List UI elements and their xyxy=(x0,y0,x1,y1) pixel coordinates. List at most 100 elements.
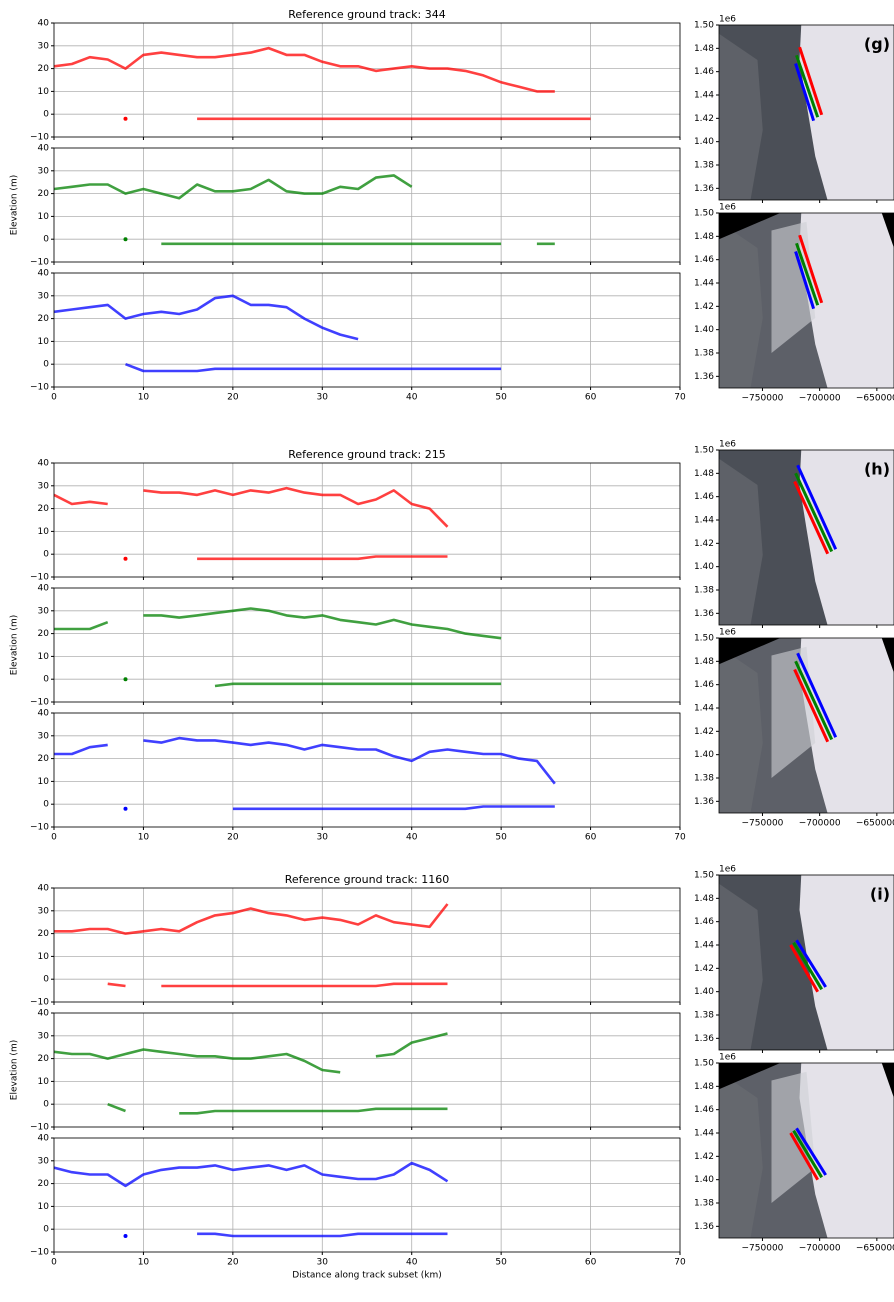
y-axis-label: Elevation (m) xyxy=(10,1040,20,1100)
x-tick-label: −750000 xyxy=(742,819,784,829)
y-tick-label: 0 xyxy=(43,675,49,685)
track-line xyxy=(795,939,827,988)
x-tick-label: 40 xyxy=(406,393,418,403)
y-tick-label: 0 xyxy=(43,360,49,370)
no-data xyxy=(881,638,894,673)
y-tick-label: 30 xyxy=(38,291,50,301)
y-axis-label: Elevation (m) xyxy=(10,175,20,235)
y-tick-label: 1.40 xyxy=(694,137,714,147)
y-tick-label: 1.40 xyxy=(694,987,714,997)
track-line xyxy=(795,242,820,306)
offset-text: 1e6 xyxy=(719,203,736,213)
axes-frame xyxy=(53,712,681,828)
y-tick-label: 30 xyxy=(38,481,50,491)
y-tick-label: 0 xyxy=(43,1225,49,1235)
data-line xyxy=(54,46,555,93)
y-tick-label: 10 xyxy=(38,652,50,662)
y-tick-label: 20 xyxy=(38,1179,50,1189)
data-line xyxy=(54,903,449,935)
y-tick-label: 0 xyxy=(43,800,49,810)
y-tick-label: 1.36 xyxy=(694,797,714,807)
data-line xyxy=(107,1102,126,1113)
track-line xyxy=(789,944,819,993)
x-tick-label: 20 xyxy=(227,1258,239,1268)
data-line xyxy=(54,743,108,756)
x-tick-label: 30 xyxy=(317,833,329,843)
x-tick-label: −700000 xyxy=(799,819,841,829)
panel-label: (i) xyxy=(870,885,890,904)
y-tick-label: 1.46 xyxy=(694,492,714,502)
panel-label: (h) xyxy=(864,460,890,479)
y-tick-label: 1.46 xyxy=(694,917,714,927)
y-tick-label: 20 xyxy=(38,929,50,939)
y-tick-label: 1.36 xyxy=(694,609,714,619)
track-line xyxy=(794,251,816,310)
data-line xyxy=(54,1161,449,1188)
no-data xyxy=(881,213,894,248)
x-tick-label: 30 xyxy=(317,1258,329,1268)
y-tick-label: −10 xyxy=(30,258,49,268)
y-tick-label: 1.44 xyxy=(694,1129,714,1139)
y-tick-label: 30 xyxy=(38,731,50,741)
y-tick-label: 20 xyxy=(38,1054,50,1064)
x-tick-label: 40 xyxy=(406,833,418,843)
y-tick-label: 1.48 xyxy=(694,232,714,242)
y-tick-label: 30 xyxy=(38,1031,50,1041)
y-tick-label: 40 xyxy=(38,459,50,469)
track-line xyxy=(795,1127,827,1176)
y-tick-label: 1.50 xyxy=(694,1059,714,1069)
y-tick-label: 1.50 xyxy=(694,871,714,881)
y-tick-label: 20 xyxy=(38,504,50,514)
y-tick-label: 40 xyxy=(38,884,50,894)
x-tick-label: 0 xyxy=(51,393,57,403)
y-tick-label: 1.50 xyxy=(694,634,714,644)
axes-frame xyxy=(53,587,681,703)
chart-title: Reference ground track: 215 xyxy=(288,448,446,461)
land-left xyxy=(719,1071,763,1238)
y-tick-label: 20 xyxy=(38,64,50,74)
y-tick-label: 1.38 xyxy=(694,586,714,596)
track-line xyxy=(795,54,820,118)
ice-shelf xyxy=(799,638,894,813)
x-tick-label: 0 xyxy=(51,833,57,843)
y-tick-label: 10 xyxy=(38,777,50,787)
data-point xyxy=(123,116,128,121)
no-data xyxy=(719,638,781,665)
track-line xyxy=(796,652,838,738)
x-tick-label: 20 xyxy=(227,833,239,843)
y-tick-label: 1.36 xyxy=(694,1222,714,1232)
data-line xyxy=(125,362,502,373)
y-tick-label: 1.36 xyxy=(694,184,714,194)
y-tick-label: 10 xyxy=(38,527,50,537)
y-tick-label: 0 xyxy=(43,975,49,985)
y-tick-label: 1.38 xyxy=(694,161,714,171)
y-tick-label: −10 xyxy=(30,383,49,393)
y-tick-label: 1.42 xyxy=(694,302,714,312)
y-tick-label: 1.44 xyxy=(694,704,714,714)
x-tick-label: −650000 xyxy=(856,819,894,829)
y-tick-label: −10 xyxy=(30,698,49,708)
y-tick-label: 1.48 xyxy=(694,44,714,54)
y-tick-label: 40 xyxy=(38,19,50,29)
ice-shelf xyxy=(799,450,894,625)
data-point xyxy=(123,237,128,242)
x-tick-label: 50 xyxy=(495,393,507,403)
track-line xyxy=(792,941,823,991)
offset-text: 1e6 xyxy=(719,628,736,638)
ice-shelf xyxy=(799,213,894,388)
y-tick-label: 1.44 xyxy=(694,91,714,101)
y-tick-label: 20 xyxy=(38,754,50,764)
data-line xyxy=(197,555,448,561)
y-tick-label: 1.46 xyxy=(694,255,714,265)
y-tick-label: −10 xyxy=(30,1123,49,1133)
y-tick-label: 1.38 xyxy=(694,774,714,784)
y-tick-label: 30 xyxy=(38,41,50,51)
data-line xyxy=(107,982,126,988)
y-tick-label: 20 xyxy=(38,189,50,199)
y-tick-label: 1.44 xyxy=(694,516,714,526)
x-tick-label: 60 xyxy=(585,393,597,403)
y-tick-label: 1.46 xyxy=(694,67,714,77)
x-tick-label: −650000 xyxy=(856,394,894,404)
y-tick-label: 1.42 xyxy=(694,539,714,549)
